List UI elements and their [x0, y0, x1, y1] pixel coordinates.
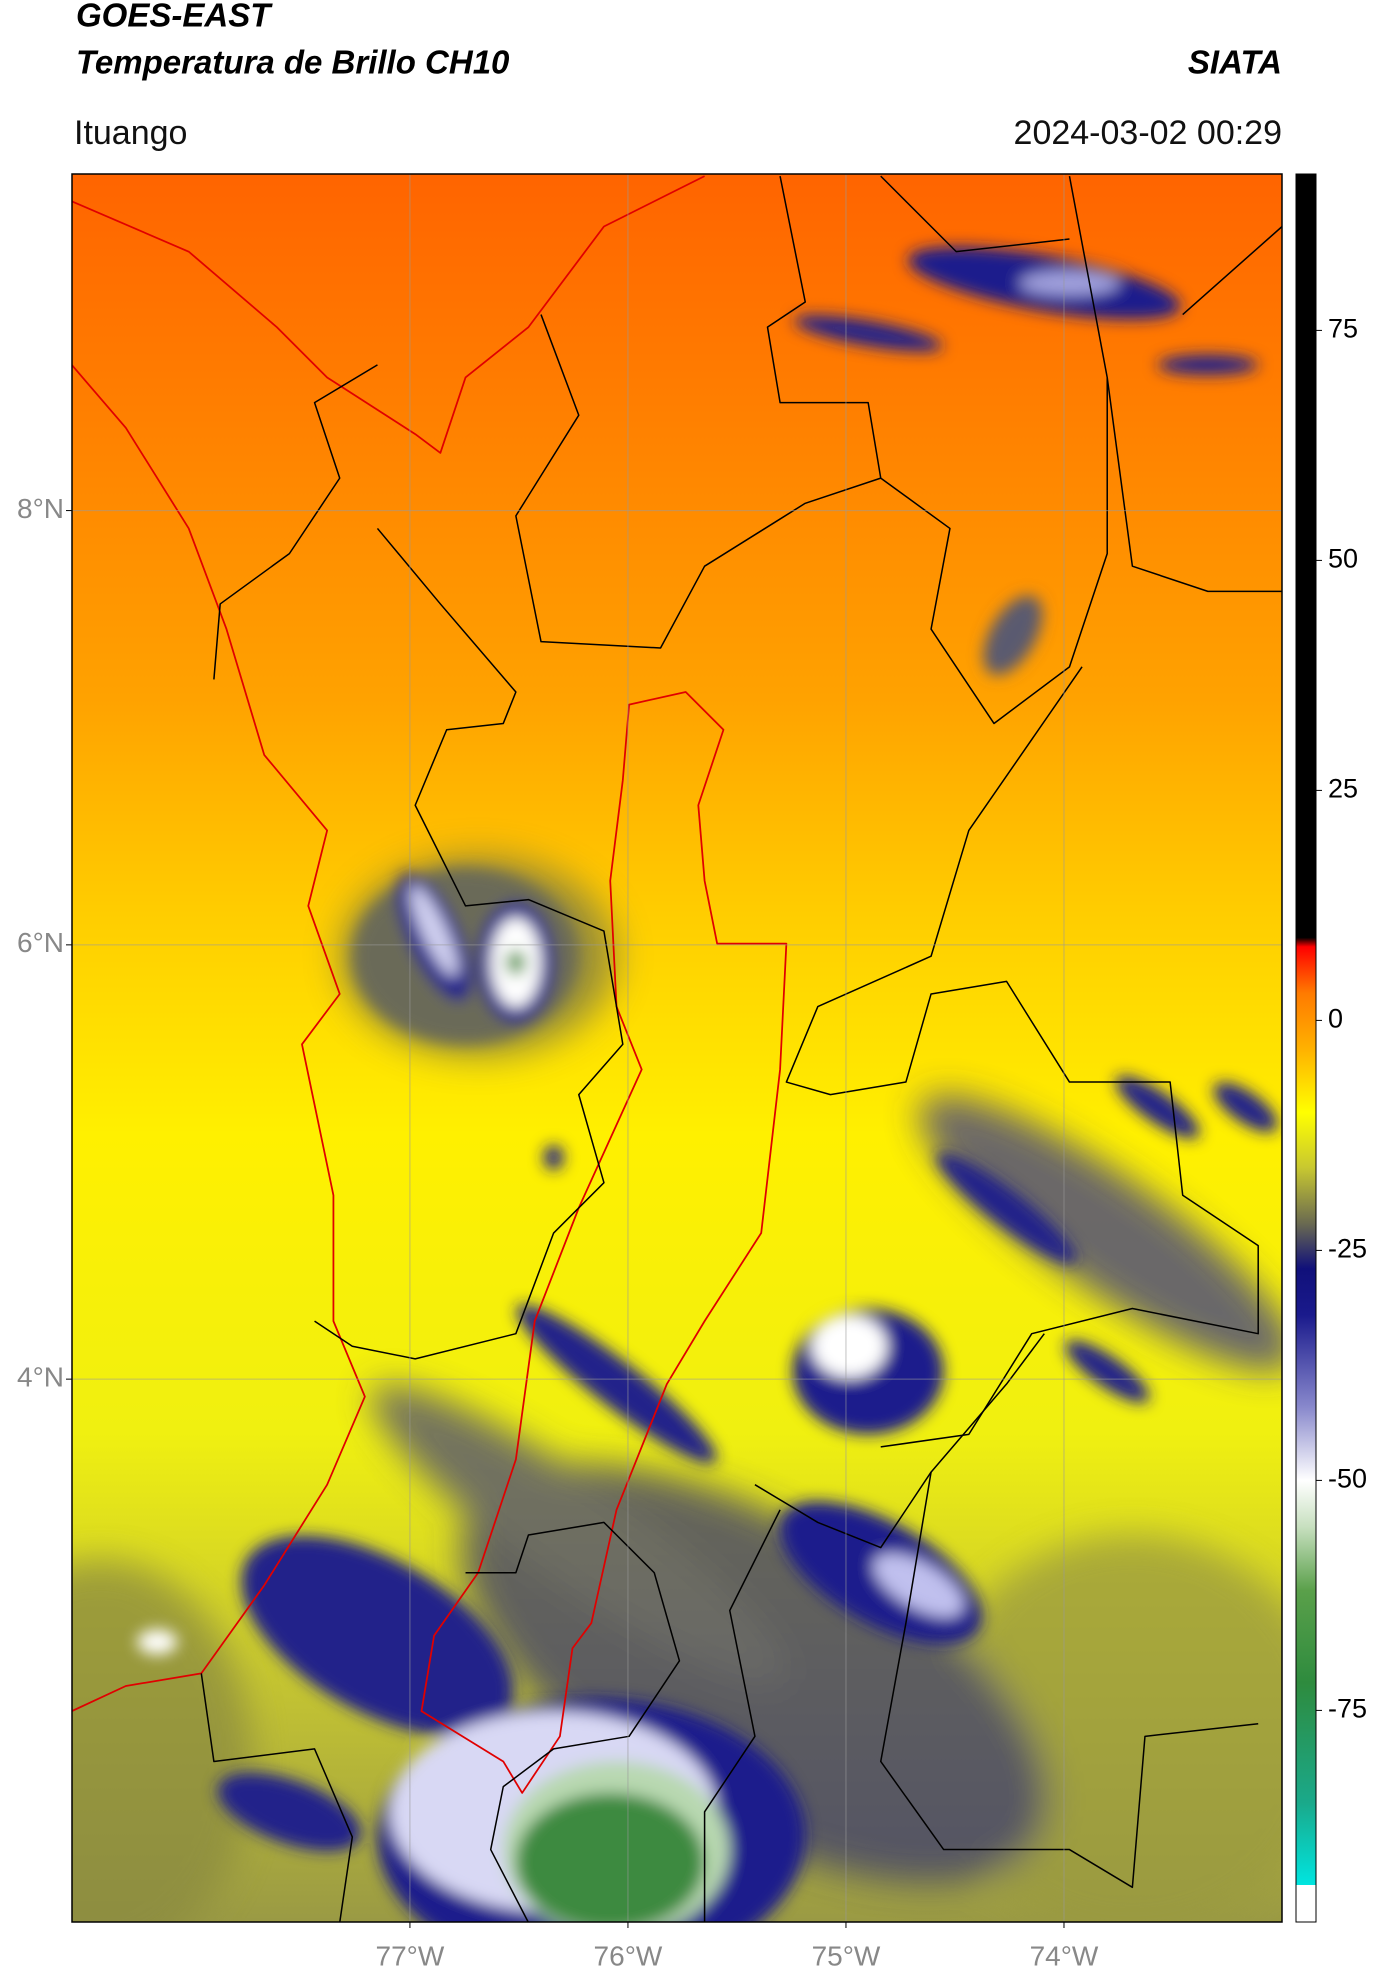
colorbar-tick-label: 25	[1328, 774, 1358, 804]
colorbar-tick-label: 0	[1328, 1004, 1343, 1034]
y-tick-label: 6°N	[17, 927, 64, 958]
colorbar-tick-label: 75	[1328, 314, 1358, 344]
colorbar-tick-label: -25	[1328, 1234, 1367, 1264]
x-tick-label: 75°W	[812, 1940, 881, 1971]
satellite-image	[72, 174, 1282, 1922]
colorbar-tick-label: 50	[1328, 544, 1358, 574]
y-tick-label: 8°N	[17, 493, 64, 524]
grid	[72, 174, 1282, 1922]
colorbar-tick-label: -75	[1328, 1694, 1367, 1724]
x-tick-label: 77°W	[376, 1940, 445, 1971]
colorbar-fill	[1295, 173, 1317, 1923]
x-tick-label: 76°W	[594, 1940, 663, 1971]
colorbar: -75 -50 -25 0 25 50 75	[1295, 173, 1367, 1923]
datetime: 2024-03-02 00:29	[1014, 114, 1282, 152]
map-frame	[71, 173, 1283, 1923]
source: SIATA	[1188, 44, 1282, 81]
y-tick-label: 4°N	[17, 1362, 64, 1393]
region: Ituango	[74, 114, 187, 152]
title: GOES-EAST	[76, 0, 273, 34]
colorbar-tick-label: -50	[1328, 1464, 1367, 1494]
x-tick-label: 74°W	[1030, 1940, 1099, 1971]
subtitle: Temperatura de Brillo CH10	[76, 44, 510, 81]
